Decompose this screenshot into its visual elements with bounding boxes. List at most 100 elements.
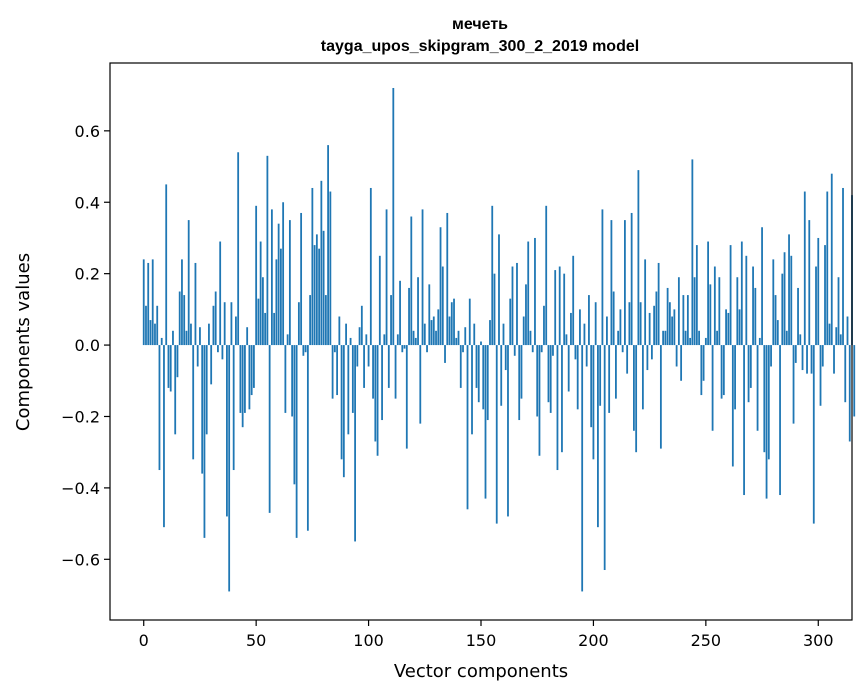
bar-70	[300, 212, 303, 346]
bar-13	[172, 330, 174, 346]
plot-frame	[109, 62, 853, 621]
bar-151	[482, 345, 485, 410]
bar-43	[239, 345, 242, 413]
bar-201	[594, 302, 597, 346]
bar-48	[250, 345, 253, 396]
bar-152	[484, 345, 487, 499]
bar-219	[635, 345, 638, 453]
bar-72	[304, 345, 307, 353]
bar-87	[338, 316, 341, 346]
bar-160	[502, 323, 505, 346]
bar-105	[378, 255, 381, 346]
bar-107	[383, 334, 386, 346]
bar-138	[453, 298, 455, 346]
bar-39	[230, 302, 233, 346]
bar-108	[385, 209, 388, 346]
bar-154	[489, 320, 491, 346]
bar-223	[644, 259, 647, 346]
bar-192	[574, 345, 577, 360]
bar-143	[464, 327, 467, 346]
bar-4	[151, 259, 154, 346]
bar-24	[196, 345, 199, 367]
bar-65	[288, 220, 291, 346]
bar-21	[190, 323, 192, 346]
bar-86	[336, 345, 338, 396]
bar-289	[792, 345, 795, 424]
bar-117	[405, 345, 408, 449]
bar-206	[606, 316, 608, 346]
bar-23	[194, 262, 197, 346]
bar-85	[333, 345, 336, 353]
bar-307	[833, 345, 835, 374]
bar-309	[837, 277, 840, 346]
y-tick-label-1: −0.4	[61, 479, 100, 498]
bar-89	[342, 345, 345, 478]
bar-62	[282, 202, 285, 346]
bar-235	[671, 316, 674, 346]
bar-20	[187, 220, 190, 346]
bar-161	[504, 345, 507, 371]
bar-227	[653, 305, 656, 346]
bar-241	[684, 330, 687, 346]
bar-209	[612, 291, 615, 346]
bar-153	[486, 345, 489, 421]
bar-0	[142, 259, 145, 346]
bar-45	[244, 345, 246, 413]
bar-175	[536, 345, 539, 417]
bar-178	[543, 305, 545, 346]
bar-183	[554, 270, 557, 346]
bar-69	[297, 302, 300, 346]
bar-113	[396, 334, 399, 346]
bar-32	[214, 291, 217, 346]
bar-276	[763, 345, 766, 453]
bar-268	[745, 255, 748, 346]
bar-187	[563, 273, 566, 346]
x-axis-ticks: 0 50 100 150 200 250 300	[139, 620, 834, 650]
bar-97	[360, 305, 363, 346]
bar-96	[358, 327, 361, 346]
bar-147	[473, 323, 476, 346]
bar-247	[698, 330, 700, 346]
bar-120	[412, 330, 415, 346]
bar-259	[725, 309, 727, 346]
bar-58	[273, 312, 276, 346]
bar-116	[403, 345, 406, 349]
bar-41	[235, 316, 237, 346]
bar-169	[522, 316, 525, 346]
bar-168	[520, 345, 523, 399]
bar-205	[603, 345, 606, 571]
bar-12	[169, 345, 172, 392]
bar-275	[761, 227, 763, 346]
bar-271	[752, 266, 754, 346]
bar-236	[673, 309, 676, 346]
bar-303	[824, 245, 826, 346]
bar-6	[156, 305, 159, 346]
bar-261	[729, 245, 732, 346]
bar-3	[149, 320, 152, 346]
bar-285	[783, 252, 786, 346]
bar-230	[659, 345, 662, 449]
bar-251	[707, 241, 709, 346]
bar-34	[219, 241, 222, 346]
bar-299	[815, 266, 817, 346]
bar-102	[372, 345, 374, 399]
bar-242	[686, 295, 689, 346]
bar-157	[495, 345, 498, 524]
bar-17	[181, 259, 183, 346]
bar-125	[423, 323, 426, 346]
bar-279	[770, 345, 772, 367]
bar-166	[516, 262, 518, 346]
bar-29	[208, 323, 210, 346]
bar-292	[799, 334, 802, 346]
bar-195	[581, 345, 584, 592]
bar-101	[369, 187, 372, 346]
bar-302	[821, 345, 824, 367]
bar-156	[493, 273, 496, 346]
bar-282	[776, 320, 779, 346]
bar-313	[846, 316, 849, 346]
bar-22	[192, 345, 195, 460]
bar-290	[794, 345, 797, 363]
bar-135	[446, 212, 449, 346]
bar-109	[387, 345, 390, 388]
bar-28	[205, 345, 208, 435]
